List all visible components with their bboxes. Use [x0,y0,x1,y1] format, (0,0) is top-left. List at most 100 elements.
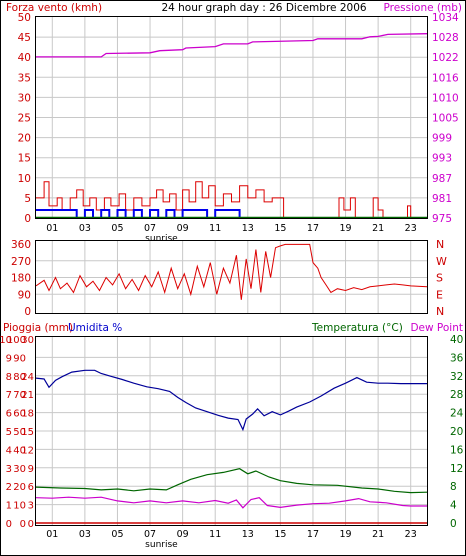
wind-panel-frame [35,16,428,219]
direction-panel-frame [35,240,428,314]
hour-tick-label: 13 [242,223,254,234]
wind-speed-tick: 40 [18,52,31,64]
humidity-inner-tick: 6 [28,482,34,493]
wind-speed-tick: 35 [18,72,31,84]
pressure-tick: 999 [432,133,452,145]
temperature-axis-title: Temperatura (°C) [311,322,403,334]
temperature-tick: 16 [450,444,464,456]
hour-tick-label: 15 [274,529,286,540]
hour-tick-label: 23 [405,223,417,234]
humidity-tick: 80 [13,372,26,383]
hour-tick-label: 11 [209,223,221,234]
pressure-tick: 993 [432,153,452,165]
humidity-tick: 20 [13,482,26,493]
wind-speed-tick: 0 [24,213,31,225]
rain-tick: 9 [6,353,12,364]
rain-tick: 7 [6,390,12,401]
hour-tick-label: 19 [339,529,351,540]
wind-speed-tick: 30 [18,92,31,104]
direction-degree-labels: 360 270 180 90 0 [11,239,31,318]
direction-panel-series [35,243,428,300]
humidity-tick: 50 [13,427,26,438]
rain-tick: 3 [6,464,12,475]
pressure-tick: 1022 [432,52,459,64]
temperature-tick: 0 [450,518,457,530]
humidity-panel-grid [36,337,427,525]
pressure-axis-title: Pressione (mb) [383,2,462,14]
wind-speed-tick: 10 [18,173,31,185]
pressure-tick: 975 [432,213,452,225]
hour-tick-label: 03 [79,223,91,234]
wind-speed-tick: 25 [18,113,31,125]
pressure-line [36,33,428,58]
humidity-tick: 90 [13,353,26,364]
humidity-inner-tick: 0 [28,519,34,530]
direction-degree-tick: 90 [18,289,31,301]
temperature-tick: 36 [450,352,464,364]
dewpoint-axis-title: Dew Point [410,322,463,334]
temperature-tick: 12 [450,463,463,475]
pressure-tick-labels: 1034 1028 1022 1016 1010 1005 999 993 987 981 975 [432,12,459,225]
direction-compass-tick: E [436,288,443,301]
direction-compass-tick: S [436,272,443,285]
direction-compass-tick: N [436,305,444,318]
hour-tick-label: 05 [111,223,123,234]
wind-axis-title: Forza vento (kmh) [6,2,102,14]
rain-tick: 10 [0,335,12,346]
hour-tick-label: 13 [242,529,254,540]
hour-tick-label: 07 [144,223,156,234]
hour-tick-label: 17 [307,529,319,540]
humidity-inner-tick: 21 [21,390,34,401]
rain-axis-title: Pioggia (mm) [3,322,73,334]
temperature-tick: 32 [450,371,463,383]
rain-tick: 6 [6,409,12,420]
wind-speed-tick: 50 [18,12,31,24]
pressure-tick: 1028 [432,32,459,44]
pressure-tick: 1005 [432,113,459,125]
hour-tick-label: 01 [46,529,58,540]
humidity-inner-tick: 18 [21,409,34,420]
hour-tick-label: 21 [372,223,384,234]
humidity-line [35,369,427,432]
hour-tick-label: 09 [177,529,189,540]
wind-speed-tick: 15 [18,153,31,165]
pressure-tick: 987 [432,173,452,185]
humidity-panel-series [35,369,428,524]
wind-speed-line [36,181,427,219]
rain-tick: 1 [6,501,12,512]
wind-speed-tick: 45 [18,32,31,44]
direction-degree-tick: 0 [24,306,31,318]
hour-tick-label: 17 [307,223,319,234]
wind-speed-tick: 5 [24,193,31,205]
pressure-tick: 981 [432,193,452,205]
humidity-axis-title: Umidita % [68,322,122,334]
temperature-tick: 24 [450,408,464,420]
graph-title: 24 hour graph day : 26 Dicembre 2006 [161,2,366,14]
humidity-panel-hour-labels: 01 03 05 07 09 11 13 15 17 19 21 23 sunrise [46,529,417,550]
rain-tick: 8 [6,372,12,383]
humidity-panel-frame [35,336,428,526]
hour-tick-label: 19 [339,223,351,234]
wind-panel-hour-labels: 01 03 05 07 09 11 13 15 17 19 21 23 sunrise [46,223,417,244]
humidity-inner-tick: 12 [21,445,34,456]
hour-tick-label: 05 [111,529,123,540]
hour-tick-label: 21 [372,529,384,540]
humidity-tick: 70 [13,390,26,401]
wind-panel-grid [36,17,427,218]
sunrise-label: sunrise [145,234,178,244]
direction-degree-tick: 180 [11,273,31,285]
humidity-tick: 100 [7,335,26,346]
hour-tick-label: 11 [209,529,221,540]
dewpoint-line [35,496,427,509]
wind-speed-tick: 20 [18,133,31,145]
pressure-tick: 1010 [432,92,459,104]
direction-compass-tick: N [436,238,444,251]
pressure-tick: 1016 [432,72,459,84]
direction-degree-tick: 270 [11,256,31,268]
hour-tick-label: 01 [46,223,58,234]
temperature-tick: 20 [450,426,463,438]
rain-tick: 4 [6,445,12,456]
temperature-tick: 4 [450,500,457,512]
